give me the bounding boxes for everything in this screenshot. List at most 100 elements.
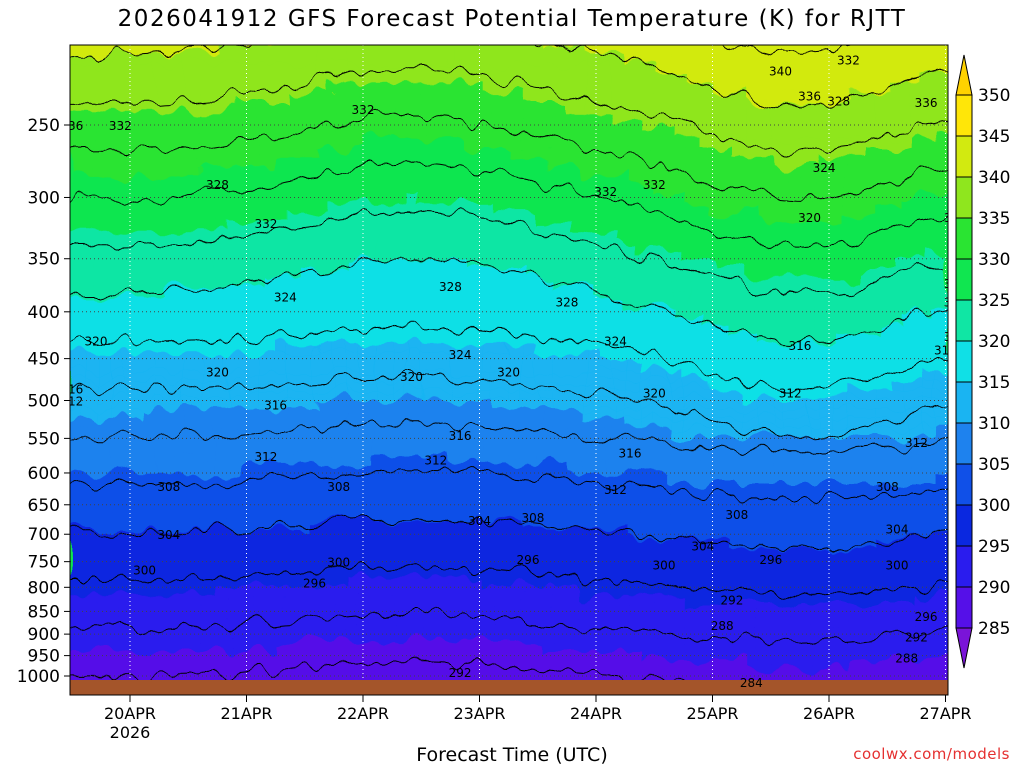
color-cell xyxy=(891,110,907,121)
color-cell xyxy=(685,306,701,317)
color-cell xyxy=(597,54,613,65)
color-cell xyxy=(582,538,598,549)
color-cell xyxy=(626,101,642,112)
color-cell xyxy=(582,585,598,596)
color-cell xyxy=(582,650,598,661)
color-cell xyxy=(567,427,583,438)
color-cell xyxy=(317,622,333,633)
color-cell xyxy=(832,231,848,242)
color-cell xyxy=(862,501,878,512)
color-cell xyxy=(243,334,259,344)
color-cell xyxy=(597,464,613,475)
color-cell xyxy=(331,73,348,84)
color-cell xyxy=(685,417,701,428)
color-cell xyxy=(125,45,142,56)
color-cell xyxy=(140,101,156,112)
color-cell xyxy=(744,380,760,391)
color-cell xyxy=(273,622,289,633)
ground-strip xyxy=(70,680,948,695)
color-cell xyxy=(685,631,701,642)
color-cell xyxy=(832,352,848,363)
color-cell xyxy=(626,64,642,75)
color-cell xyxy=(788,148,804,158)
color-cell xyxy=(125,269,142,279)
color-cell xyxy=(862,306,878,317)
color-cell xyxy=(862,287,878,298)
color-cell xyxy=(405,45,421,56)
color-cell xyxy=(111,101,127,112)
color-cell xyxy=(140,566,156,577)
color-cell xyxy=(140,585,156,596)
color-cell xyxy=(597,501,613,512)
color-cell xyxy=(317,473,333,484)
color-cell xyxy=(214,185,230,196)
color-cell xyxy=(199,538,215,549)
color-cell xyxy=(832,194,848,205)
color-cell xyxy=(228,306,245,317)
color-cell xyxy=(597,538,613,549)
color-cell xyxy=(655,306,672,317)
color-cell xyxy=(184,445,200,456)
color-cell xyxy=(538,343,554,354)
color-cell xyxy=(361,576,377,586)
color-cell xyxy=(552,622,569,633)
color-cell xyxy=(140,269,156,279)
color-cell xyxy=(655,520,672,531)
color-cell xyxy=(847,641,863,652)
color-cell xyxy=(405,631,421,642)
color-cell xyxy=(140,82,156,93)
color-cell xyxy=(538,129,554,140)
color-cell xyxy=(611,380,627,391)
color-cell xyxy=(405,362,421,372)
color-cell xyxy=(81,473,97,484)
color-cell xyxy=(920,166,937,177)
color-cell xyxy=(935,64,948,75)
color-cell xyxy=(258,231,274,242)
color-cell xyxy=(891,101,907,112)
color-cell xyxy=(273,324,289,335)
color-cell xyxy=(435,324,451,335)
color-cell xyxy=(243,64,259,75)
color-cell xyxy=(935,408,948,419)
color-cell xyxy=(214,641,230,652)
color-cell xyxy=(891,641,907,652)
color-cell xyxy=(670,110,686,121)
color-cell xyxy=(184,343,200,354)
color-cell xyxy=(700,585,716,596)
color-cell xyxy=(111,110,127,121)
color-cell xyxy=(155,631,171,642)
color-cell xyxy=(729,101,745,112)
color-cell xyxy=(803,157,819,168)
color-cell xyxy=(508,445,524,456)
color-cell xyxy=(111,250,127,261)
color-cell xyxy=(302,269,318,279)
color-cell xyxy=(508,510,524,521)
color-cell xyxy=(111,54,127,65)
color-cell xyxy=(81,529,97,540)
color-cell xyxy=(744,510,760,521)
color-cell xyxy=(523,455,539,465)
color-cell xyxy=(641,641,657,652)
color-cell xyxy=(479,54,495,65)
color-cell xyxy=(273,576,289,586)
color-cell xyxy=(464,54,480,65)
color-cell xyxy=(243,175,259,186)
color-cell xyxy=(714,566,731,577)
color-cell xyxy=(464,269,480,279)
color-cell xyxy=(287,576,304,586)
color-cell xyxy=(331,548,348,559)
color-cell xyxy=(508,501,524,512)
color-cell xyxy=(96,64,112,75)
color-cell xyxy=(376,203,392,214)
color-cell xyxy=(700,669,716,679)
color-cell xyxy=(331,631,348,642)
color-cell xyxy=(803,54,819,65)
color-cell xyxy=(700,73,716,84)
color-cell xyxy=(935,631,948,642)
credit-link[interactable]: coolwx.com/models xyxy=(853,745,1010,763)
color-cell xyxy=(228,45,245,56)
color-cell xyxy=(862,194,878,205)
color-cell xyxy=(70,669,83,679)
color-cell xyxy=(346,557,362,568)
color-cell xyxy=(449,389,465,400)
